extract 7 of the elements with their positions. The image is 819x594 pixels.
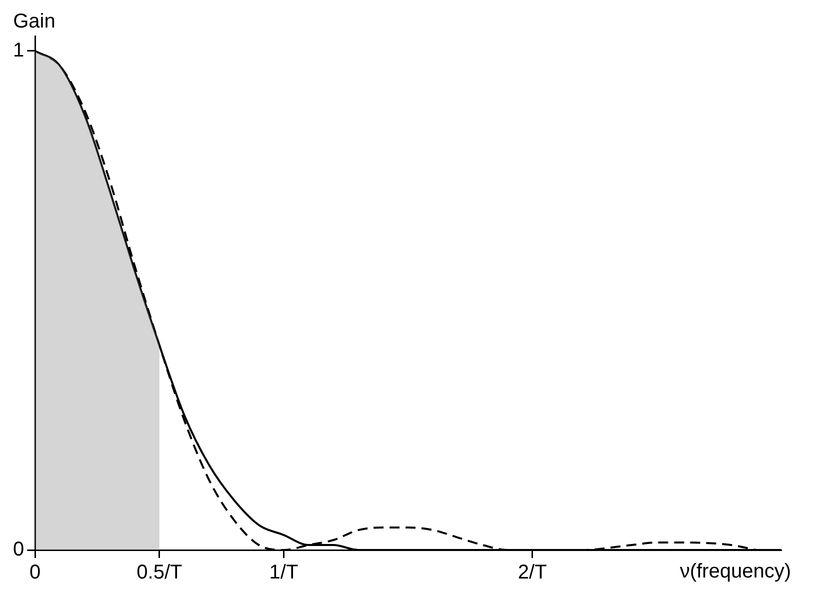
y-axis-title: Gain	[13, 10, 56, 33]
x-tick-label: 2/T	[518, 562, 547, 584]
x-tick-label: 0.5/T	[136, 562, 182, 584]
y-tick-label: 1	[13, 39, 24, 62]
x-tick-label: 0	[30, 562, 41, 584]
x-axis-title: ν(frequency)	[680, 560, 791, 583]
x-tick-label: 1/T	[269, 562, 298, 584]
